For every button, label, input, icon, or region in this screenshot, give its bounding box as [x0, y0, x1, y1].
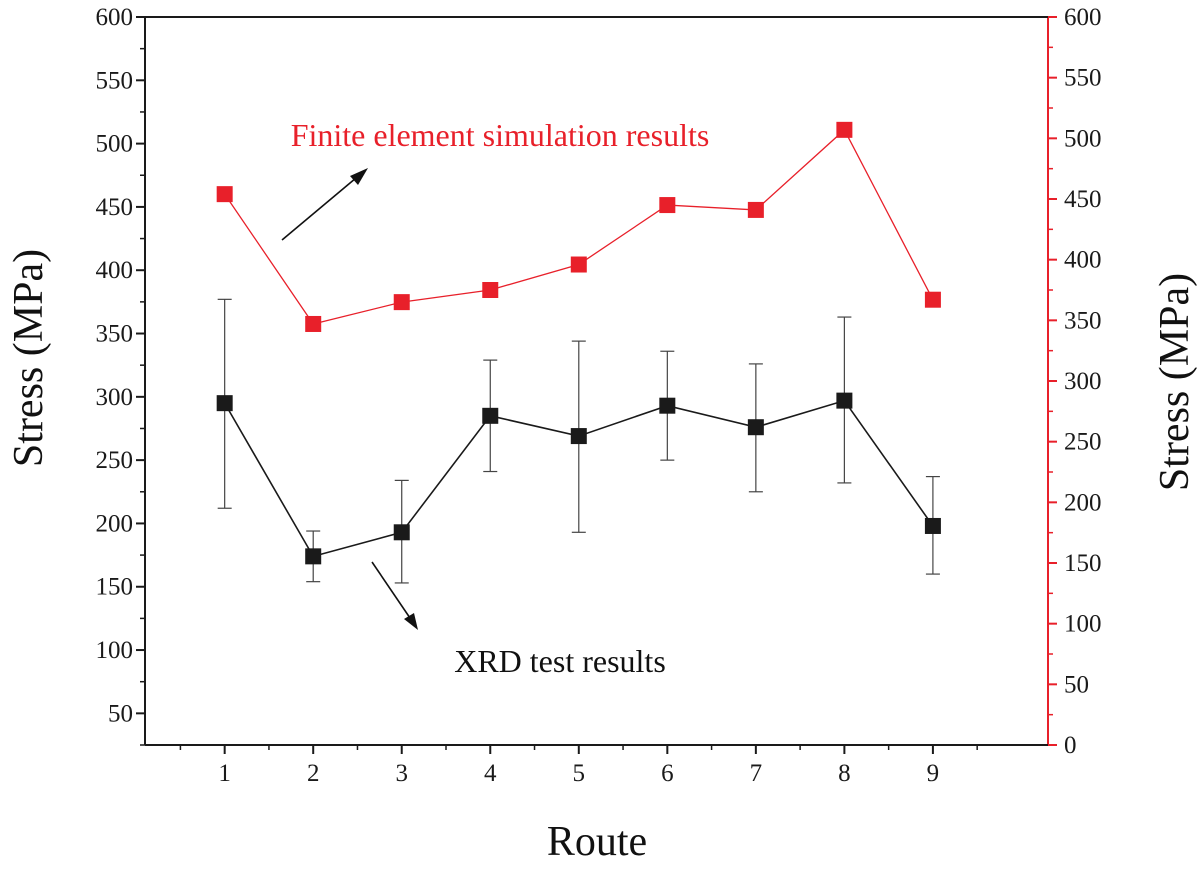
left-tick-label: 100: [96, 637, 134, 664]
x-tick-label: 5: [573, 760, 586, 787]
fem-annotation-arrow: [281, 168, 368, 241]
x-tick-label: 7: [750, 760, 763, 787]
fem-point: [216, 186, 233, 203]
x-tick-label: 9: [927, 760, 940, 787]
x-tick-label: 3: [395, 760, 408, 787]
xrd-point: [659, 397, 676, 414]
right-tick-label: 150: [1064, 550, 1102, 577]
right-tick-label: 350: [1064, 307, 1102, 334]
left-tick-label: 150: [96, 574, 134, 601]
right-tick-label: 450: [1064, 186, 1102, 213]
fem-annotation-label: Finite element simulation results: [291, 117, 710, 153]
left-tick-label: 400: [96, 257, 134, 284]
fem-point: [305, 315, 322, 332]
right-tick-label: 600: [1064, 4, 1102, 31]
right-tick-label: 100: [1064, 611, 1102, 638]
left-tick-label: 500: [96, 131, 134, 158]
x-tick-label: 8: [838, 760, 851, 787]
fem-point: [924, 291, 941, 308]
xrd-series: [216, 298, 941, 584]
y-axis-title-left: Stress (MPa): [6, 249, 52, 467]
xrd-point: [482, 407, 499, 424]
xrd-annotation-label: XRD test results: [454, 643, 666, 679]
xrd-point: [747, 419, 764, 436]
left-tick-label: 200: [96, 510, 134, 537]
left-tick-label: 450: [96, 194, 134, 221]
xrd-point: [305, 548, 322, 565]
xrd-point: [216, 395, 233, 412]
right-tick-label: 0: [1064, 732, 1077, 759]
fem-point: [747, 201, 764, 218]
fem-point: [570, 256, 587, 273]
xrd-point: [393, 524, 410, 541]
fem-point: [659, 197, 676, 214]
right-tick-label: 200: [1064, 489, 1102, 516]
fem-line: [224, 128, 934, 325]
fem-point: [836, 121, 853, 138]
right-tick-label: 550: [1064, 65, 1102, 92]
x-tick-label: 4: [484, 760, 497, 787]
x-tick-label: 1: [218, 760, 231, 787]
right-tick-label: 300: [1064, 368, 1102, 395]
right-axis: 0 50 100 150 200 250 300 350 400 450 500 550 600: [1047, 4, 1102, 759]
xrd-annotation-arrow: [371, 561, 418, 630]
y-axis-title-right: Stress (MPa): [1152, 273, 1198, 491]
x-axis-title: Route: [547, 819, 647, 865]
xrd-point: [836, 392, 853, 409]
left-tick-label: 550: [96, 67, 134, 94]
fem-point: [482, 282, 499, 298]
x-axis: 1 2 3 4 5 6 7 8 9: [145, 16, 1048, 787]
left-tick-label: 250: [96, 447, 134, 474]
series-layer: [216, 121, 941, 584]
right-tick-label: 250: [1064, 429, 1102, 456]
left-tick-label: 50: [108, 700, 133, 727]
right-tick-label: 500: [1064, 125, 1102, 152]
left-tick-label: 600: [96, 4, 134, 31]
x-tick-label: 6: [661, 760, 674, 787]
right-tick-label: 400: [1064, 247, 1102, 274]
fem-point: [393, 294, 410, 311]
x-tick-label: 2: [307, 760, 320, 787]
xrd-point: [570, 428, 587, 445]
right-tick-label: 50: [1064, 671, 1089, 698]
left-tick-label: 300: [96, 384, 134, 411]
xrd-point: [924, 517, 941, 534]
left-axis: 50 100 150 200 250 300 350 400 450 500 550 600: [96, 4, 146, 746]
fem-series: [216, 121, 941, 332]
left-tick-label: 350: [96, 321, 134, 348]
